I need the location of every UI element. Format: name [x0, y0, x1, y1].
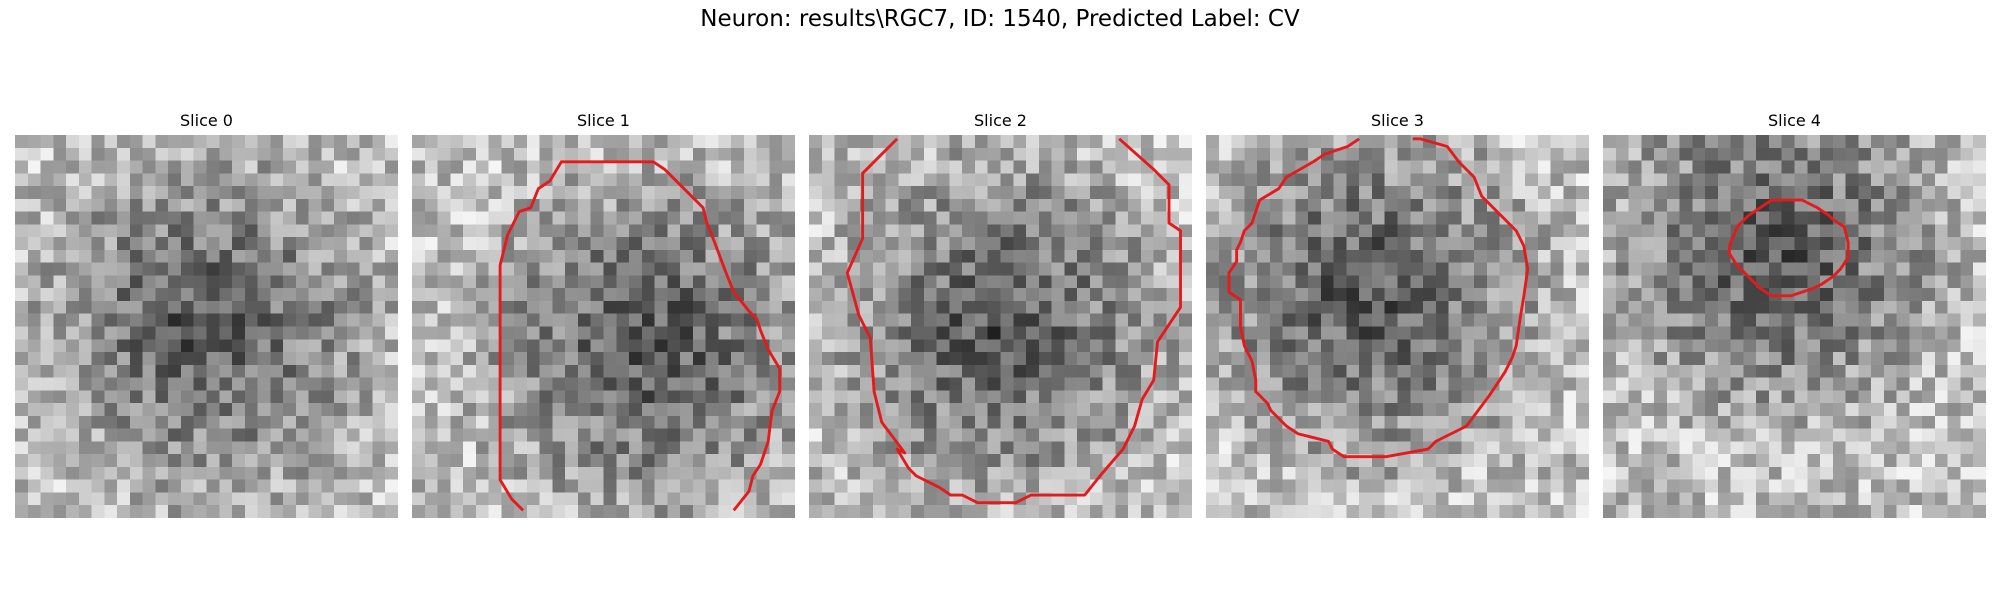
slice-image [1206, 135, 1589, 518]
contour-line [498, 160, 782, 512]
contour-overlay [845, 137, 1182, 505]
slice-image [1603, 135, 1986, 518]
contour-overlay [498, 160, 782, 512]
grayscale-image [809, 135, 1192, 518]
panel-title: Slice 1 [577, 111, 630, 130]
contour-line [1227, 137, 1530, 459]
slice-image [412, 135, 795, 518]
panel-title: Slice 0 [180, 111, 233, 130]
grayscale-image [15, 135, 398, 518]
panel-title: Slice 2 [974, 111, 1027, 130]
panel-title: Slice 3 [1371, 111, 1424, 130]
panel-title: Slice 4 [1768, 111, 1821, 130]
contour-line [845, 137, 1182, 505]
grayscale-image [412, 135, 795, 518]
contour-overlay [1227, 137, 1530, 459]
contour-overlay [1727, 198, 1850, 298]
slice-image [15, 135, 398, 518]
contour-line [1727, 198, 1850, 298]
contour-overlay [15, 135, 398, 518]
figure-title: Neuron: results\RGC7, ID: 1540, Predicte… [700, 6, 1300, 32]
slice-image [809, 135, 1192, 518]
